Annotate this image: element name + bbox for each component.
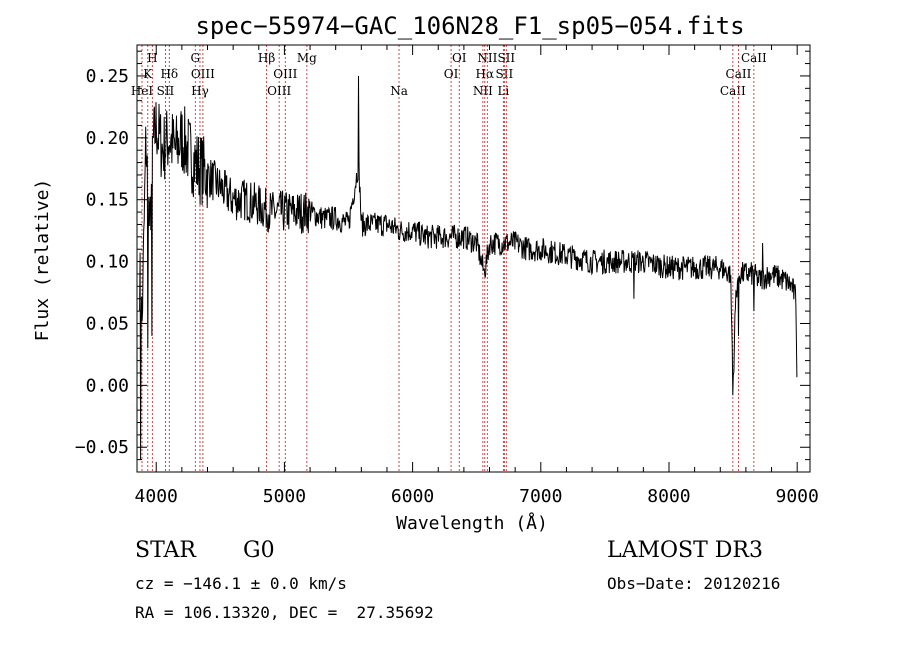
survey-name: LAMOST DR3 <box>607 538 763 563</box>
axis-ticks: 4000 5000 6000 7000 8000 9000 −0.05 0.00 0.05 0.1… <box>75 45 819 507</box>
line-marker-label: SII <box>157 84 175 98</box>
line-marker-label: K <box>143 67 153 81</box>
x-tick-label: 9000 <box>776 486 819 507</box>
y-tick-label: 0.20 <box>86 128 129 149</box>
line-marker-label: CaII <box>720 84 746 98</box>
chart-title: spec−55974−GAC_106N28_F1_sp05−054.fits <box>195 12 744 40</box>
y-tick-label: 0.00 <box>86 375 129 396</box>
line-marker-label: OIII <box>191 67 215 81</box>
line-marker-label: H <box>147 51 157 65</box>
line-marker-label: Hδ <box>160 67 178 81</box>
y-tick-label: 0.25 <box>86 66 129 87</box>
y-tick-label: −0.05 <box>75 437 129 458</box>
line-marker-label: NII <box>477 51 497 65</box>
x-tick-label: 6000 <box>391 486 434 507</box>
line-marker-label: Hα <box>475 67 494 81</box>
coordinates-line: RA = 106.13320, DEC = 27.35692 <box>135 603 434 622</box>
line-marker-label: SII <box>496 67 514 81</box>
line-marker-label: OIII <box>267 84 291 98</box>
redshift-line: cz = −146.1 ± 0.0 km/s <box>135 574 347 593</box>
obs-date-line: Obs−Date: 20120216 <box>607 574 781 593</box>
y-axis-label: Flux (relative) <box>32 179 53 342</box>
x-tick-label: 5000 <box>263 486 306 507</box>
spectrum-line <box>139 75 798 460</box>
x-tick-label: 4000 <box>135 486 178 507</box>
line-marker-label: G <box>191 51 201 65</box>
line-marker-label: OI <box>444 67 459 81</box>
y-tick-label: 0.15 <box>86 190 129 211</box>
object-class: STAR <box>135 538 196 563</box>
line-marker-label: HeI <box>131 84 154 98</box>
line-marker-label: Mg <box>297 51 317 65</box>
spectral-subclass: G0 <box>243 538 275 563</box>
line-marker-label: NII <box>473 84 493 98</box>
line-marker-label: CaII <box>726 67 752 81</box>
line-marker-label: Hγ <box>191 84 209 98</box>
line-markers: HeIKHSIIHδGHγOIIIHβOIIIOIIIMgNaOIOINIIHα… <box>131 45 767 472</box>
line-marker-label: Na <box>390 84 408 98</box>
line-marker-label: OIII <box>273 67 297 81</box>
y-tick-label: 0.10 <box>86 252 129 273</box>
x-tick-label: 7000 <box>519 486 562 507</box>
line-marker-label: Li <box>497 84 509 98</box>
line-marker-label: SII <box>497 51 515 65</box>
line-marker-label: Hβ <box>258 51 275 65</box>
plot-frame <box>136 44 811 473</box>
spectrum-layer <box>139 75 798 460</box>
x-tick-label: 8000 <box>647 486 690 507</box>
line-marker-label: CaII <box>741 51 767 65</box>
line-marker-label: OI <box>452 51 467 65</box>
y-tick-label: 0.05 <box>86 313 129 334</box>
x-axis-label: Wavelength (Å) <box>396 512 548 534</box>
